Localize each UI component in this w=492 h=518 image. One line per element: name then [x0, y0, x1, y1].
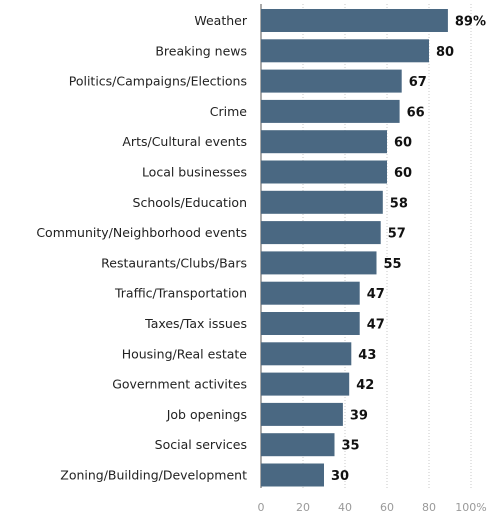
- bar: [261, 342, 352, 366]
- category-label: Community/Neighborhood events: [36, 225, 247, 240]
- category-label: Zoning/Building/Development: [60, 468, 247, 483]
- category-label: Breaking news: [155, 43, 247, 58]
- bar: [261, 190, 383, 214]
- bar: [261, 433, 335, 457]
- value-label: 39: [350, 408, 368, 423]
- bar: [261, 160, 387, 184]
- value-label: 58: [390, 196, 408, 211]
- value-label: 47: [367, 318, 385, 333]
- bar: [261, 312, 360, 335]
- category-label: Politics/Campaigns/Elections: [69, 74, 247, 89]
- x-tick-label: 40: [338, 501, 352, 514]
- value-label: 89%: [455, 15, 486, 30]
- value-label: 57: [388, 227, 406, 242]
- bar: [261, 130, 387, 154]
- bar: [261, 251, 377, 275]
- category-label: Housing/Real estate: [122, 346, 248, 361]
- value-label: 42: [356, 378, 374, 393]
- value-label: 60: [394, 136, 412, 151]
- x-tick-label: 100%: [455, 501, 486, 514]
- category-label: Taxes/Tax issues: [144, 316, 247, 331]
- x-tick-labels: 0 20 40 60 80 100%: [258, 501, 487, 514]
- category-label: Restaurants/Clubs/Bars: [101, 255, 247, 270]
- bar: [261, 99, 400, 123]
- value-label: 35: [342, 439, 360, 454]
- category-label: Government activites: [112, 377, 247, 392]
- value-labels: 89%80 67 66 60 60 58 57 55 47 47 43 42 39 35 30: [331, 15, 486, 485]
- x-tick-label: 0: [258, 501, 265, 514]
- value-label: 80: [436, 45, 454, 60]
- category-label: Traffic/Transportation: [114, 286, 247, 301]
- bars: [261, 9, 448, 487]
- category-label: Local businesses: [142, 165, 247, 180]
- bar: [261, 463, 324, 487]
- bar: [261, 372, 350, 396]
- category-label: Job openings: [166, 407, 247, 422]
- bar: [261, 281, 360, 305]
- bar: [261, 402, 343, 426]
- category-label: Crime: [210, 104, 248, 119]
- value-label: 67: [409, 75, 427, 90]
- value-label: 60: [394, 166, 412, 181]
- bar: [261, 39, 429, 63]
- bar: [261, 221, 381, 245]
- bar: [261, 9, 448, 32]
- category-label: Schools/Education: [133, 195, 247, 210]
- bar: [261, 69, 402, 93]
- category-labels: Weather Breaking news Politics/Campaigns/E…: [36, 13, 248, 483]
- category-label: Social services: [155, 437, 247, 452]
- x-tick-label: 20: [296, 501, 310, 514]
- x-tick-label: 60: [380, 501, 394, 514]
- category-label: Weather: [194, 13, 247, 28]
- value-label: 30: [331, 469, 349, 484]
- value-label: 47: [367, 287, 385, 302]
- value-label: 55: [384, 257, 402, 272]
- category-label: Arts/Cultural events: [122, 134, 247, 149]
- x-tick-label: 80: [422, 501, 436, 514]
- value-label: 66: [407, 105, 425, 120]
- value-label: 43: [358, 348, 376, 363]
